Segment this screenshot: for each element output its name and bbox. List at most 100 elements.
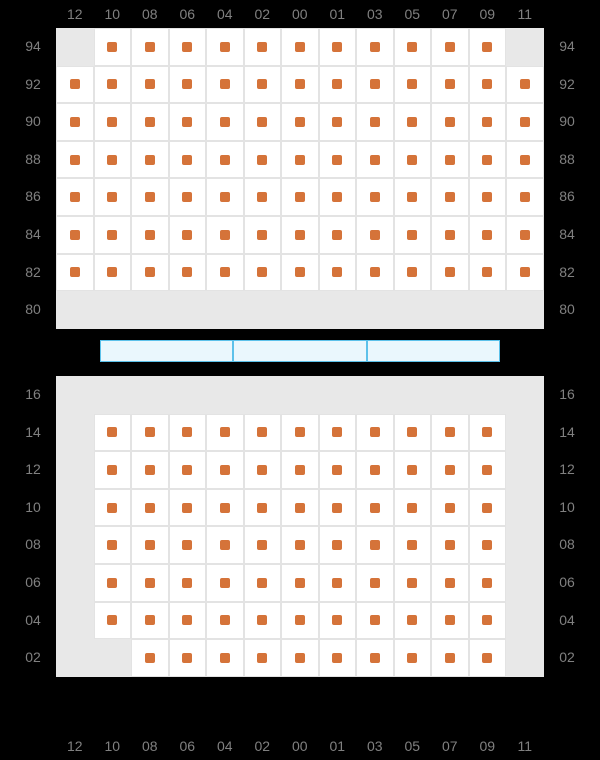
seat-cell[interactable] [394,216,432,254]
seat-cell[interactable] [281,414,319,452]
seat-cell[interactable] [394,489,432,527]
seat-cell[interactable] [469,414,507,452]
seat-cell[interactable] [94,526,132,564]
seat-cell[interactable] [319,28,357,66]
seat-cell[interactable] [206,414,244,452]
seat-cell[interactable] [469,602,507,640]
seat-cell[interactable] [469,141,507,179]
seat-cell[interactable] [319,414,357,452]
seat-cell[interactable] [319,216,357,254]
seat-cell[interactable] [169,451,207,489]
seat-cell[interactable] [431,178,469,216]
seat-cell[interactable] [244,414,282,452]
seat-cell[interactable] [94,178,132,216]
seat-cell[interactable] [56,141,94,179]
seat-cell[interactable] [169,66,207,104]
seat-cell[interactable] [281,451,319,489]
seat-cell[interactable] [94,216,132,254]
seat-cell[interactable] [131,451,169,489]
seat-cell[interactable] [356,602,394,640]
seat-cell[interactable] [356,451,394,489]
seat-cell[interactable] [281,526,319,564]
seat-cell[interactable] [94,451,132,489]
seat-cell[interactable] [506,254,544,292]
seat-cell[interactable] [131,103,169,141]
seat-cell[interactable] [206,103,244,141]
seat-cell[interactable] [469,254,507,292]
seat-cell[interactable] [281,564,319,602]
seat-cell[interactable] [319,602,357,640]
seat-cell[interactable] [244,526,282,564]
seat-cell[interactable] [431,103,469,141]
seat-cell[interactable] [131,526,169,564]
seat-cell[interactable] [281,216,319,254]
seat-cell[interactable] [431,451,469,489]
seat-cell[interactable] [244,639,282,677]
seat-cell[interactable] [206,28,244,66]
seat-cell[interactable] [206,451,244,489]
seat-cell[interactable] [319,564,357,602]
seat-cell[interactable] [169,639,207,677]
seat-cell[interactable] [356,639,394,677]
seat-cell[interactable] [244,178,282,216]
seat-cell[interactable] [94,489,132,527]
seat-cell[interactable] [206,254,244,292]
seat-cell[interactable] [394,414,432,452]
seat-cell[interactable] [356,66,394,104]
seat-cell[interactable] [131,216,169,254]
seat-cell[interactable] [244,489,282,527]
seat-cell[interactable] [356,216,394,254]
seat-cell[interactable] [394,103,432,141]
seat-cell[interactable] [319,526,357,564]
seat-cell[interactable] [319,254,357,292]
seat-cell[interactable] [244,66,282,104]
seat-cell[interactable] [206,564,244,602]
seat-cell[interactable] [281,66,319,104]
seat-cell[interactable] [131,178,169,216]
seat-cell[interactable] [394,451,432,489]
seat-cell[interactable] [356,178,394,216]
seat-cell[interactable] [356,526,394,564]
seat-cell[interactable] [94,28,132,66]
seat-cell[interactable] [394,66,432,104]
seat-cell[interactable] [169,103,207,141]
seat-cell[interactable] [56,254,94,292]
seat-cell[interactable] [131,639,169,677]
seat-cell[interactable] [169,602,207,640]
seat-cell[interactable] [319,66,357,104]
seat-cell[interactable] [319,489,357,527]
seat-cell[interactable] [169,216,207,254]
seat-cell[interactable] [244,216,282,254]
seat-cell[interactable] [394,178,432,216]
seat-cell[interactable] [469,526,507,564]
seat-cell[interactable] [469,28,507,66]
seat-cell[interactable] [131,489,169,527]
seat-cell[interactable] [206,216,244,254]
seat-cell[interactable] [431,28,469,66]
seat-cell[interactable] [356,564,394,602]
seat-cell[interactable] [244,564,282,602]
seat-cell[interactable] [319,141,357,179]
seat-cell[interactable] [281,254,319,292]
seat-cell[interactable] [319,103,357,141]
seat-cell[interactable] [169,178,207,216]
seat-cell[interactable] [431,602,469,640]
seat-cell[interactable] [94,141,132,179]
seat-cell[interactable] [131,254,169,292]
seat-cell[interactable] [356,414,394,452]
seat-cell[interactable] [56,216,94,254]
seat-cell[interactable] [131,414,169,452]
seat-cell[interactable] [244,451,282,489]
seat-cell[interactable] [431,564,469,602]
seat-cell[interactable] [506,66,544,104]
seat-cell[interactable] [244,254,282,292]
seat-cell[interactable] [244,141,282,179]
seat-cell[interactable] [469,639,507,677]
seat-cell[interactable] [506,103,544,141]
seat-cell[interactable] [394,141,432,179]
seat-cell[interactable] [169,489,207,527]
seat-cell[interactable] [469,178,507,216]
seat-cell[interactable] [506,178,544,216]
seat-cell[interactable] [244,103,282,141]
seat-cell[interactable] [431,254,469,292]
